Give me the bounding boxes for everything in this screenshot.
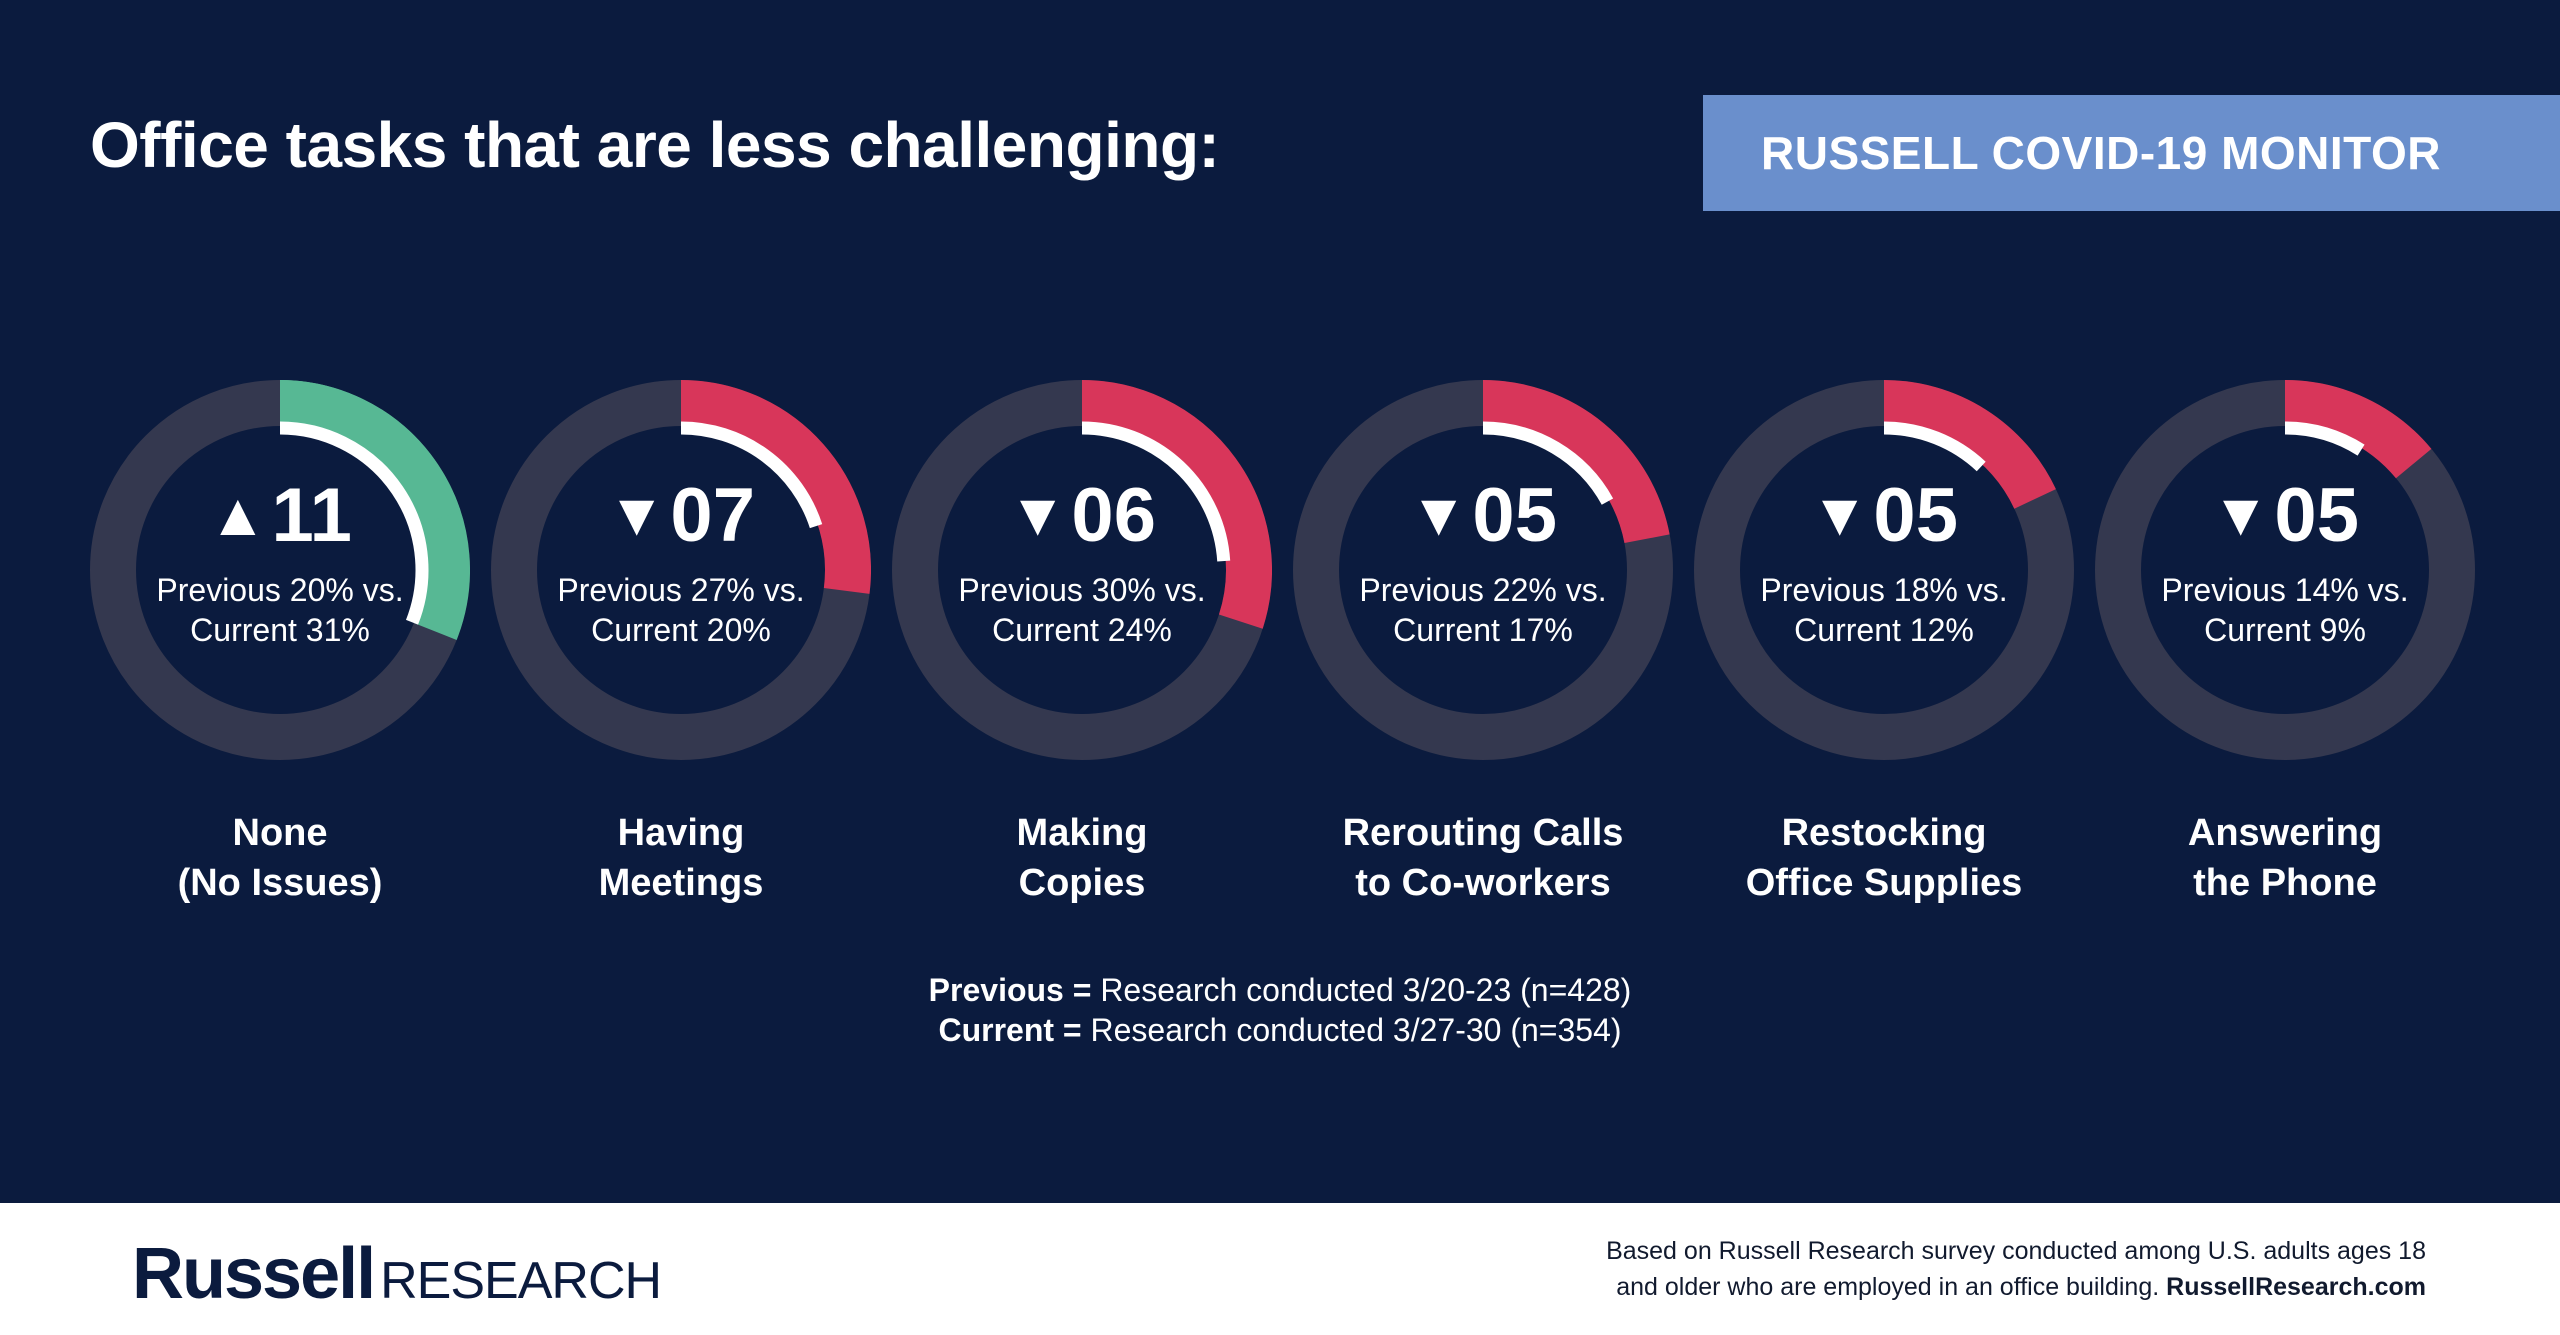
footnote-link[interactable]: RussellResearch.com — [2166, 1273, 2426, 1301]
logo-wordmark-light: RESEARCH — [380, 1252, 662, 1310]
category-label: None (No Issues) — [80, 808, 480, 908]
gauge-previous-arc — [279, 380, 461, 526]
legend-current-text: Research conducted 3/27-30 (n=354) — [1090, 1012, 1622, 1048]
gauge-current-arc — [1081, 421, 1231, 562]
gauge-comparison-line-2: Current 20% — [591, 612, 771, 648]
gauge-svg — [1694, 380, 2074, 760]
category-label: Having Meetings — [481, 808, 881, 908]
gauge-previous-arc — [1081, 380, 1272, 629]
footer: Russell RESEARCH Based on Russell Researc… — [0, 1203, 2560, 1335]
logo-wordmark-bold: Russell — [132, 1234, 376, 1314]
gauge-change: ▼05 — [1293, 478, 1673, 554]
category-label-line-2: Meetings — [598, 862, 764, 904]
category-label-line-2: Office Supplies — [1745, 862, 2023, 904]
gauge-comparison-line-1: Previous 14% vs. — [2161, 572, 2409, 608]
gauge-change: ▼05 — [1694, 478, 2074, 554]
legend-previous-text: Research conducted 3/20-23 (n=428) — [1100, 972, 1632, 1008]
gauge-svg — [2095, 380, 2475, 760]
category-label: Answering the Phone — [2085, 808, 2485, 908]
gauge-change: ▼06 — [892, 478, 1272, 554]
category-label-line-1: None — [232, 812, 328, 854]
gauge-comparison-line-2: Current 24% — [992, 612, 1172, 648]
gauge-previous-arc — [680, 380, 871, 594]
gauge-comparison-line-2: Current 9% — [2204, 612, 2366, 648]
gauge-comparison-line-1: Previous 30% vs. — [958, 572, 1206, 608]
category-label-line-1: Having — [617, 812, 745, 854]
legend-previous: Previous = Research conducted 3/20-23 (n… — [0, 970, 2560, 1010]
gauge-comparison-line-1: Previous 20% vs. — [156, 572, 404, 608]
gauge: ▼05 Previous 18% vs. Current 12% — [1694, 380, 2074, 760]
gauge-change: ▲11 — [90, 478, 470, 554]
gauge-comparison: Previous 30% vs. Current 24% — [892, 570, 1272, 650]
up-triangle-icon: ▲ — [208, 481, 268, 548]
gauge: ▼05 Previous 14% vs. Current 9% — [2095, 380, 2475, 760]
gauge-current-arc — [1883, 421, 1986, 472]
gauge-change-value: 06 — [1071, 473, 1156, 558]
monitor-badge-label: RUSSELL COVID-19 MONITOR — [1761, 127, 2441, 179]
gauge-svg — [1293, 380, 1673, 760]
footnote-line-2-text: and older who are employed in an office … — [1616, 1273, 2160, 1301]
monitor-badge: RUSSELL COVID-19 MONITOR — [1703, 95, 2560, 211]
gauge-previous-arc — [1883, 380, 2056, 510]
footnote-line-1: Based on Russell Research survey conduct… — [1606, 1237, 2426, 1265]
gauge-svg — [90, 380, 470, 760]
gauge-comparison-line-1: Previous 18% vs. — [1760, 572, 2008, 608]
page-title: Office tasks that are less challenging: — [90, 109, 1220, 181]
legend-current-key: Current = — [938, 1012, 1082, 1048]
gauge-change: ▼07 — [491, 478, 871, 554]
gauge-change-value: 11 — [271, 473, 352, 558]
category-label-line-1: Answering — [2187, 812, 2383, 854]
gauge-current-arc — [2284, 421, 2365, 456]
legend: Previous = Research conducted 3/20-23 (n… — [0, 970, 2560, 1050]
gauge-current-arc — [279, 421, 429, 625]
category-label-line-1: Rerouting Calls — [1342, 812, 1624, 854]
gauge-change-value: 07 — [670, 473, 755, 558]
category-label: Making Copies — [882, 808, 1282, 908]
gauge-previous-arc — [1482, 380, 1670, 544]
category-label-line-2: to Co-workers — [1355, 862, 1611, 904]
category-label-line-2: Copies — [1018, 862, 1146, 904]
category-label-line-2: (No Issues) — [177, 862, 383, 904]
gauge-comparison: Previous 27% vs. Current 20% — [491, 570, 871, 650]
down-triangle-icon: ▼ — [607, 481, 667, 548]
category-label-line-2: the Phone — [2193, 862, 2377, 904]
russell-research-logo: Russell RESEARCH — [132, 1233, 662, 1315]
down-triangle-icon: ▼ — [1409, 481, 1469, 548]
gauge-change: ▼05 — [2095, 478, 2475, 554]
down-triangle-icon: ▼ — [1008, 481, 1068, 548]
legend-previous-key: Previous = — [928, 972, 1092, 1008]
gauge-comparison: Previous 14% vs. Current 9% — [2095, 570, 2475, 650]
footnote-line-2: and older who are employed in an office … — [1606, 1269, 2426, 1305]
category-label: Rerouting Calls to Co-workers — [1283, 808, 1683, 908]
footnote: Based on Russell Research survey conduct… — [1606, 1233, 2426, 1305]
gauge-change-value: 05 — [1472, 473, 1557, 558]
gauge: ▼07 Previous 27% vs. Current 20% — [491, 380, 871, 760]
gauge-change-value: 05 — [2274, 473, 2359, 558]
gauge-comparison-line-2: Current 17% — [1393, 612, 1573, 648]
gauge-change-value: 05 — [1873, 473, 1958, 558]
category-label-line-1: Restocking — [1781, 812, 1987, 854]
down-triangle-icon: ▼ — [2211, 481, 2271, 548]
gauge-current-arc — [680, 421, 823, 529]
gauge: ▲11 Previous 20% vs. Current 31% — [90, 380, 470, 760]
gauge-comparison-line-1: Previous 22% vs. — [1359, 572, 1607, 608]
gauge-comparison: Previous 20% vs. Current 31% — [90, 570, 470, 650]
category-label: Restocking Office Supplies — [1684, 808, 2084, 908]
gauge-svg — [892, 380, 1272, 760]
gauge-previous-arc — [2284, 380, 2432, 479]
gauge-svg — [491, 380, 871, 760]
main-panel: Office tasks that are less challenging: … — [0, 95, 2560, 1050]
gauge-current-arc — [1482, 421, 1614, 505]
gauge-comparison: Previous 22% vs. Current 17% — [1293, 570, 1673, 650]
gauge: ▼06 Previous 30% vs. Current 24% — [892, 380, 1272, 760]
category-label-line-1: Making — [1016, 812, 1148, 854]
gauge-comparison-line-2: Current 31% — [190, 612, 370, 648]
gauge-comparison: Previous 18% vs. Current 12% — [1694, 570, 2074, 650]
legend-current: Current = Research conducted 3/27-30 (n=… — [0, 1010, 2560, 1050]
gauge-comparison-line-2: Current 12% — [1794, 612, 1974, 648]
down-triangle-icon: ▼ — [1810, 481, 1870, 548]
gauge-comparison-line-1: Previous 27% vs. — [557, 572, 805, 608]
gauge: ▼05 Previous 22% vs. Current 17% — [1293, 380, 1673, 760]
